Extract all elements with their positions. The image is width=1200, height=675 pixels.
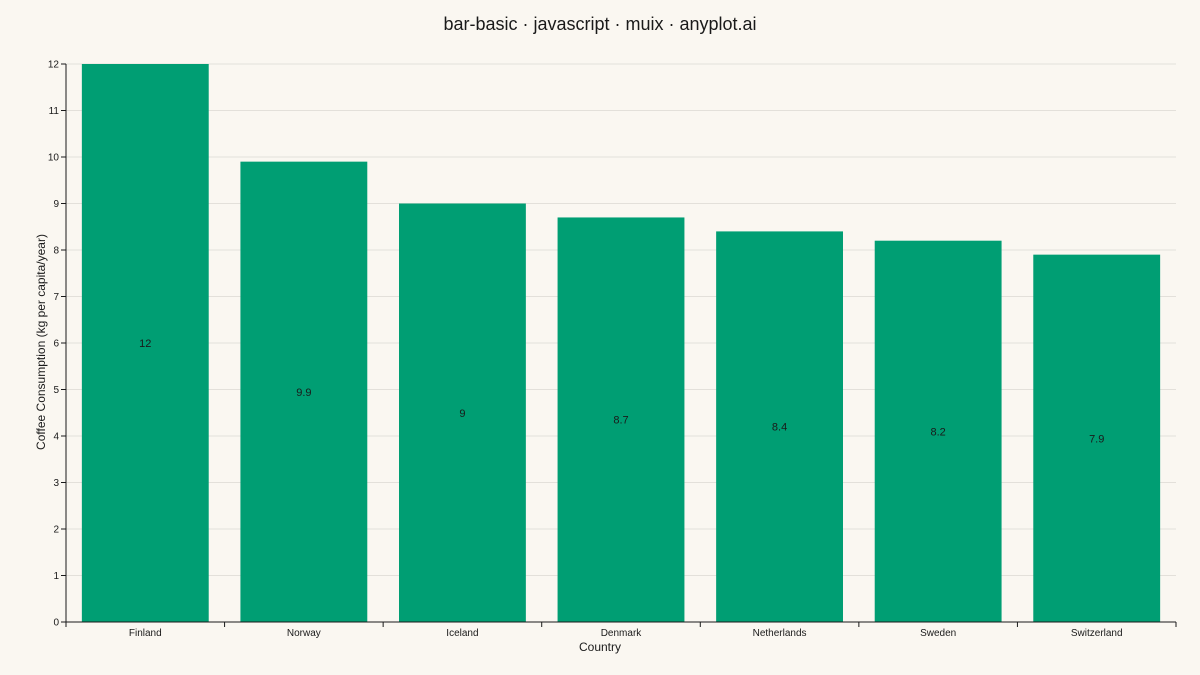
x-axis: Finland Norway Iceland Denmark Netherlands Sw…: [65, 621, 1177, 639]
bar-finland: [81, 64, 209, 622]
y-tick-label: 0: [53, 618, 59, 629]
data-label: 9.9: [296, 387, 311, 399]
x-axis-title: Country: [579, 640, 621, 654]
chart-title: bar-basic · javascript · muix · anyplot.…: [443, 14, 756, 34]
bar-netherlands: [716, 231, 843, 622]
data-labels: 12 9.9 9 8.7 8.4 8.2 7.9: [139, 338, 1104, 445]
data-label: 7.9: [1089, 433, 1104, 445]
x-tick-label: Sweden: [920, 628, 956, 639]
y-axis-title: Coffee Consumption (kg per capita/year): [34, 234, 48, 450]
y-tick-label: 7: [53, 292, 59, 303]
x-tick-label: Netherlands: [753, 628, 807, 639]
x-tick-label: Finland: [129, 628, 162, 639]
y-tick-label: 5: [53, 385, 59, 396]
y-tick-label: 12: [48, 60, 60, 71]
x-tick-label: Switzerland: [1071, 628, 1123, 639]
x-tick-label: Denmark: [601, 628, 643, 639]
y-tick-label: 3: [53, 478, 59, 489]
y-tick-label: 8: [53, 246, 59, 257]
y-tick-label: 11: [49, 106, 60, 117]
y-tick-label: 9: [53, 199, 59, 210]
data-label: 9: [459, 408, 465, 420]
bar-norway: [240, 161, 368, 622]
bar-switzerland: [1033, 254, 1161, 622]
y-tick-label: 10: [48, 153, 60, 164]
bar-iceland: [399, 203, 526, 622]
y-tick-label: 1: [53, 571, 59, 582]
y-tick-label: 6: [53, 339, 59, 350]
bar-denmark: [557, 217, 685, 622]
x-tick-label: Iceland: [446, 628, 478, 639]
y-tick-label: 2: [53, 525, 59, 536]
data-label: 8.4: [772, 422, 787, 434]
y-tick-label: 4: [53, 432, 59, 443]
bar-sweden: [874, 240, 1002, 622]
data-label: 8.2: [930, 426, 945, 438]
data-label: 8.7: [613, 415, 628, 427]
bars: [81, 64, 1161, 622]
data-label: 12: [139, 338, 151, 350]
x-tick-label: Norway: [287, 628, 321, 639]
